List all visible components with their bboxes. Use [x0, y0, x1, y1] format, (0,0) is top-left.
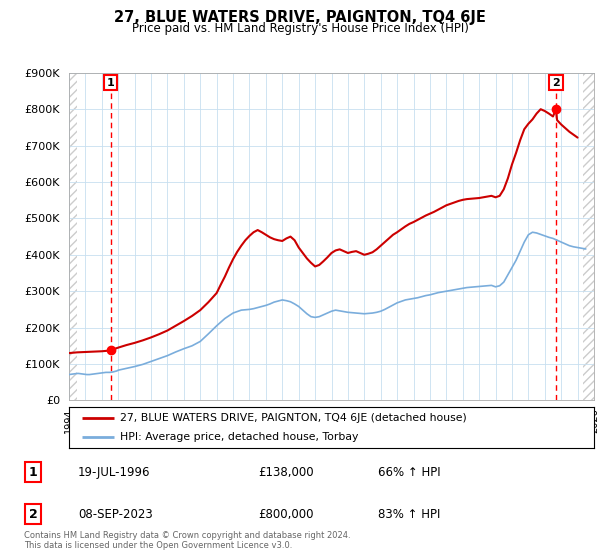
Bar — [69, 73, 77, 400]
Text: 19-JUL-1996: 19-JUL-1996 — [78, 465, 151, 479]
Text: 08-SEP-2023: 08-SEP-2023 — [78, 507, 153, 521]
Text: £138,000: £138,000 — [258, 465, 314, 479]
Text: 27, BLUE WATERS DRIVE, PAIGNTON, TQ4 6JE: 27, BLUE WATERS DRIVE, PAIGNTON, TQ4 6JE — [114, 10, 486, 25]
Text: 27, BLUE WATERS DRIVE, PAIGNTON, TQ4 6JE (detached house): 27, BLUE WATERS DRIVE, PAIGNTON, TQ4 6JE… — [121, 413, 467, 423]
Bar — [69, 73, 77, 400]
Text: Price paid vs. HM Land Registry's House Price Index (HPI): Price paid vs. HM Land Registry's House … — [131, 22, 469, 35]
Text: HPI: Average price, detached house, Torbay: HPI: Average price, detached house, Torb… — [121, 432, 359, 442]
Text: 1: 1 — [107, 78, 115, 88]
Bar — [583, 73, 594, 400]
Text: 83% ↑ HPI: 83% ↑ HPI — [378, 507, 440, 521]
Bar — [583, 73, 594, 400]
Text: 66% ↑ HPI: 66% ↑ HPI — [378, 465, 440, 479]
Text: 1: 1 — [29, 465, 37, 479]
Text: Contains HM Land Registry data © Crown copyright and database right 2024.
This d: Contains HM Land Registry data © Crown c… — [24, 530, 350, 550]
Text: 2: 2 — [552, 78, 560, 88]
Text: 2: 2 — [29, 507, 37, 521]
Text: £800,000: £800,000 — [258, 507, 314, 521]
